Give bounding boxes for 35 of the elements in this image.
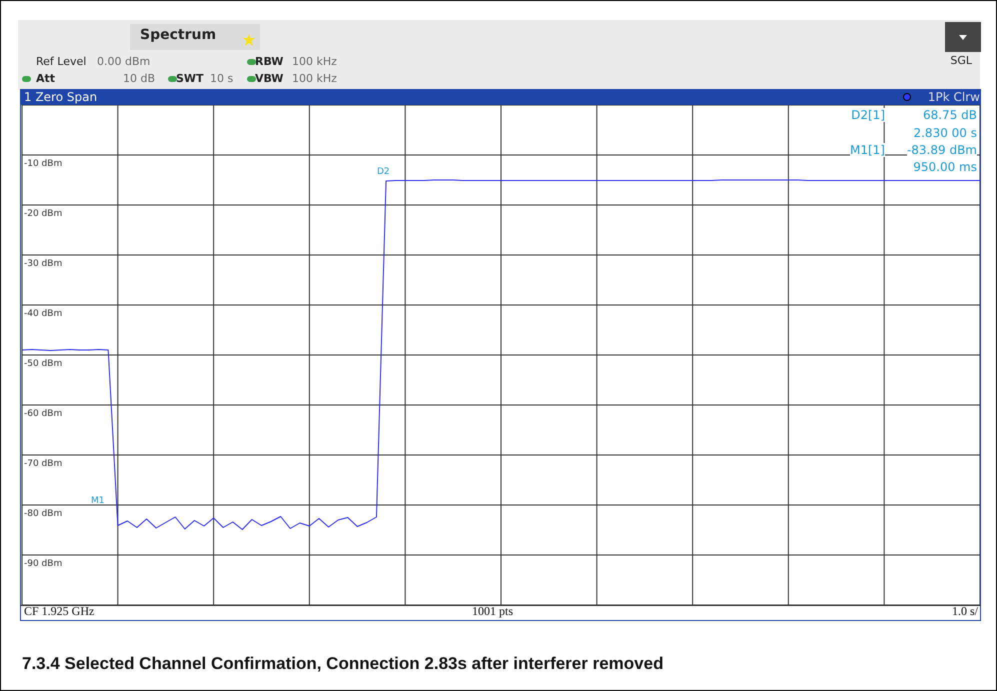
annotation: -83.89 dBm <box>906 143 977 157</box>
annotation: 950.00 ms <box>913 160 977 174</box>
text: Att <box>36 72 56 86</box>
y-tick-label: -60 dBm <box>24 409 62 419</box>
text: Ref Level <box>36 55 86 69</box>
annotation: 1.0 s/ <box>952 604 978 618</box>
annotation: 68.75 dB <box>922 108 977 122</box>
text: Spectrum <box>140 27 216 43</box>
y-tick-label: -90 dBm <box>24 559 62 569</box>
annotation: D2 <box>377 166 390 179</box>
y-tick-label: -10 dBm <box>24 159 62 169</box>
annotation: M1[1] <box>850 143 885 157</box>
text: 1Pk Clrw <box>928 90 980 104</box>
text: 100 kHz <box>292 55 337 69</box>
text: 100 kHz <box>292 72 337 86</box>
text: VBW <box>255 72 284 86</box>
y-tick-label: -80 dBm <box>24 509 62 519</box>
text: 7.3.4 Selected Channel Confirmation, Connection 2.83s after interferer removed <box>22 654 664 674</box>
annotation: 2.830 00 s <box>913 126 977 140</box>
text: RBW <box>255 55 284 69</box>
annotation: D2[1] <box>851 108 885 122</box>
y-tick-label: -70 dBm <box>24 459 62 469</box>
text: 10 s <box>210 72 234 86</box>
annotation: 1001 pts <box>472 604 514 618</box>
text: 1 Zero Span <box>24 90 98 104</box>
y-tick-label: -50 dBm <box>24 359 62 369</box>
annotation: CF 1.925 GHz <box>24 604 94 618</box>
y-tick-label: -20 dBm <box>24 209 62 219</box>
text: SWT <box>176 72 204 86</box>
text: SGL <box>950 54 972 68</box>
y-tick-label: -30 dBm <box>24 259 62 269</box>
annotation: M1 <box>91 495 104 508</box>
text: 10 dB <box>123 72 156 86</box>
y-tick-label: -40 dBm <box>24 309 62 319</box>
text: 0.00 dBm <box>97 55 150 69</box>
